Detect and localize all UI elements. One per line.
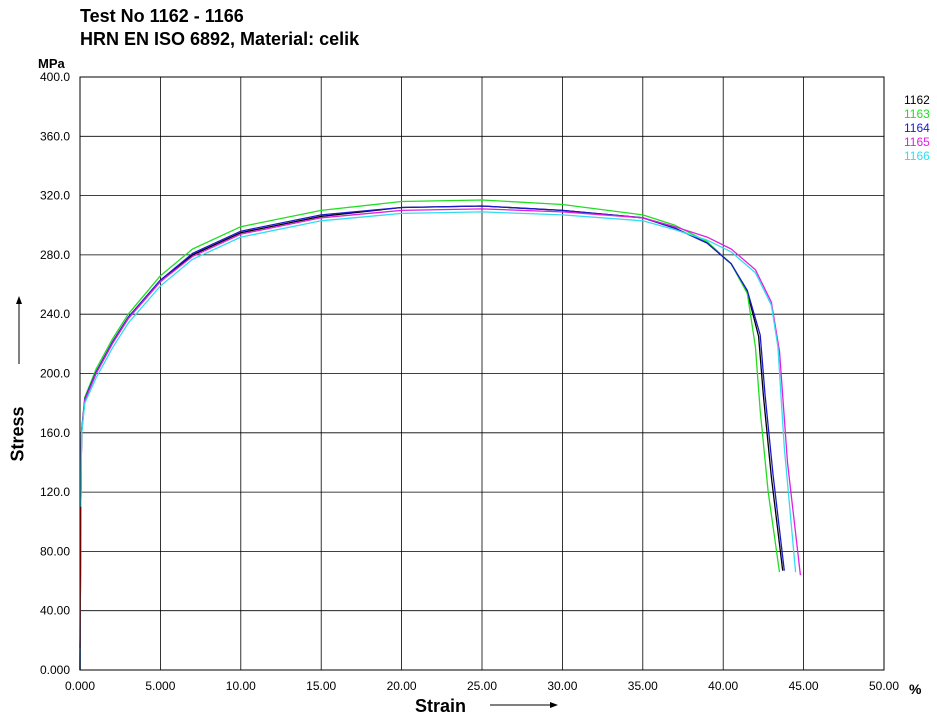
series-line-1166: [79, 211, 797, 671]
legend-item-1166: 1166: [904, 149, 930, 163]
plot-frame: [79, 76, 885, 671]
y-tick-label: 200.0: [40, 367, 70, 381]
legend-item-1164: 1164: [904, 121, 930, 135]
legend: 1162 1163 1164 1165 1166: [904, 93, 930, 163]
x-tick-label: 30.00: [547, 679, 577, 693]
y-tick-label: 360.0: [40, 129, 70, 143]
series-line-1165: [79, 208, 802, 671]
series-lines: [79, 199, 802, 671]
y-tick-label: 0.000: [40, 663, 70, 677]
x-axis-arrow-icon: [490, 702, 558, 708]
legend-item-1162: 1162: [904, 93, 930, 107]
y-tick-label: 120.0: [40, 485, 70, 499]
x-tick-label: 5.000: [145, 679, 175, 693]
x-tick-label: 20.00: [387, 679, 417, 693]
x-tick-label: 35.00: [628, 679, 658, 693]
x-tick-label: 0.000: [65, 679, 95, 693]
x-tick-label: 45.00: [789, 679, 819, 693]
y-tick-label: 80.00: [40, 544, 70, 558]
y-tick-label: 240.0: [40, 307, 70, 321]
x-tick-label: 15.00: [306, 679, 336, 693]
x-unit-label: %: [909, 681, 922, 697]
y-tick-labels: 0.000 40.00 80.00 120.0 160.0 200.0 240.0 280.0…: [40, 70, 70, 677]
chart-title: Test No 1162 - 1166: [80, 6, 244, 26]
y-tick-label: 400.0: [40, 70, 70, 84]
y-unit-label: MPa: [38, 56, 65, 71]
y-axis-arrow-icon: [16, 296, 22, 364]
series-line-1164: [79, 205, 785, 671]
x-tick-label: 50.00: [869, 679, 899, 693]
x-tick-label: 25.00: [467, 679, 497, 693]
x-tick-label: 10.00: [226, 679, 256, 693]
y-tick-label: 320.0: [40, 189, 70, 203]
y-tick-label: 160.0: [40, 426, 70, 440]
y-tick-label: 280.0: [40, 248, 70, 262]
legend-item-1163: 1163: [904, 107, 930, 121]
y-tick-label: 40.00: [40, 604, 70, 618]
series-line-1162: [79, 205, 784, 671]
legend-item-1165: 1165: [904, 135, 930, 149]
series-line-1163: [79, 199, 781, 671]
x-tick-label: 40.00: [708, 679, 738, 693]
x-tick-labels: 0.000 5.000 10.00 15.00 20.00 25.00 30.00 35.00…: [65, 679, 899, 693]
chart-subtitle: HRN EN ISO 6892, Material: celik: [80, 29, 360, 49]
x-axis-label: Strain: [415, 696, 467, 716]
